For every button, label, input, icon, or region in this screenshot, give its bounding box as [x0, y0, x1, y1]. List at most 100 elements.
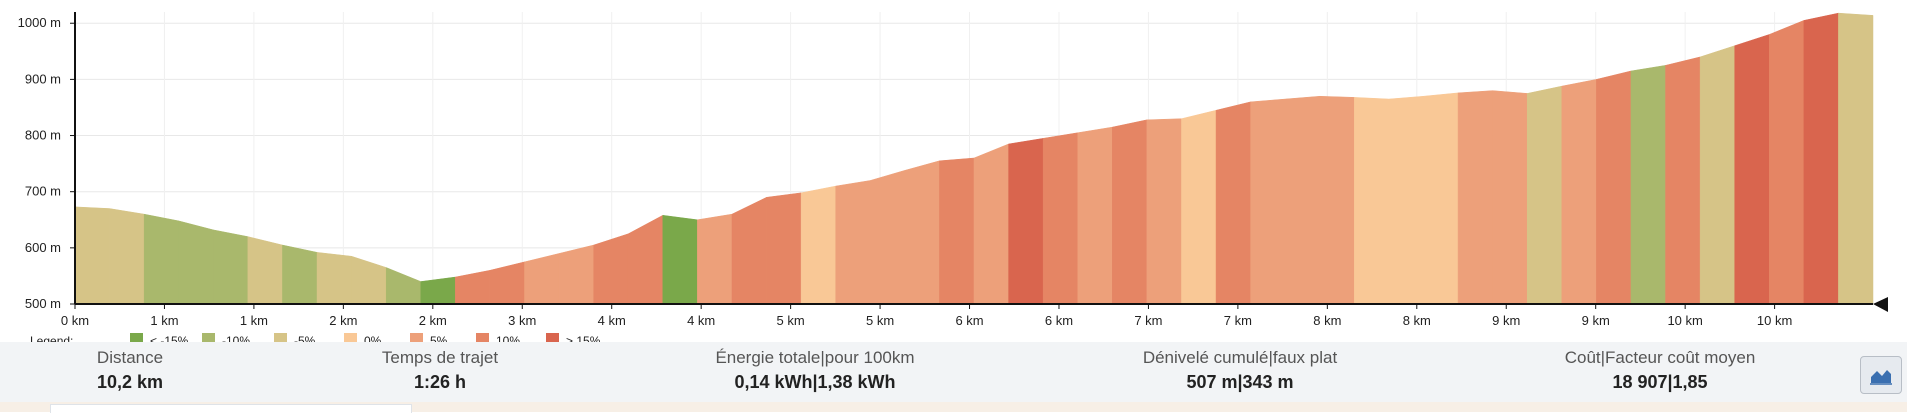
elevation-profile-chart: 1000 m 900 m 800 m 700 m 600 m 500 m 0 km 1 km…	[18, 12, 1888, 342]
elevation-segment	[74, 206, 110, 305]
elevation-segment	[1630, 65, 1666, 305]
y-tick-label: 500 m	[25, 296, 61, 311]
elevation-segment	[1112, 119, 1148, 305]
cost-value: 18 907|1,85	[1612, 372, 1708, 392]
elevation-segment	[1838, 12, 1874, 305]
elevation-segment	[697, 213, 733, 305]
y-axis-ticks: 1000 m 900 m 800 m 700 m 600 m 500 m	[18, 15, 75, 311]
elevation-segment	[1457, 90, 1493, 305]
travel-time-label: Temps de trajet	[381, 348, 499, 367]
x-tick-label: 4 km	[598, 313, 626, 328]
distance-value: 10,2 km	[96, 372, 164, 392]
elevation-chart-toggle-button[interactable]	[1860, 356, 1902, 394]
bottom-panel-strip	[0, 402, 1907, 412]
x-tick-label: 6 km	[1045, 313, 1073, 328]
x-axis-ticks: 0 km 1 km 1 km 2 km 2 km 3 km 4 km 4 km 5 km 5 km…	[61, 304, 1792, 328]
x-tick-label: 1 km	[240, 313, 268, 328]
legend-label: > 15%	[566, 334, 601, 342]
x-tick-label: 8 km	[1403, 313, 1431, 328]
elevation-segment	[973, 143, 1009, 305]
elevation-segment	[1181, 109, 1217, 305]
elevation-segment	[247, 236, 283, 305]
elevation-segment	[1354, 97, 1390, 305]
elevation-segment	[800, 185, 836, 305]
x-tick-label: 2 km	[419, 313, 447, 328]
x-tick-label: 2 km	[329, 313, 357, 328]
elevation-segment	[282, 244, 318, 305]
energy-value: 0,14 kWh|1,38 kWh	[734, 372, 896, 392]
elevation-segment	[835, 180, 871, 305]
chart-axes	[74, 12, 1873, 305]
elevation-segment	[1077, 126, 1113, 305]
legend-swatch	[410, 333, 423, 342]
elevation-segment	[1146, 118, 1182, 305]
x-tick-label: 4 km	[687, 313, 715, 328]
x-tick-label: 10 km	[1757, 313, 1792, 328]
y-tick-label: 700 m	[25, 184, 61, 199]
legend-label: -10%	[222, 334, 250, 342]
elevation-segment	[385, 267, 422, 305]
elevation-gain-value: 507 m|343 m	[1186, 372, 1294, 392]
elevation-segment	[351, 255, 387, 305]
x-tick-label: 1 km	[150, 313, 178, 328]
elevation-segment	[1042, 132, 1078, 305]
legend-swatch	[344, 333, 357, 342]
elevation-segment	[731, 196, 767, 305]
elevation-segment	[662, 214, 698, 305]
area-chart-icon	[1870, 370, 1892, 385]
elevation-segment	[904, 160, 940, 305]
elevation-segment	[213, 229, 249, 305]
elevation-segment	[1388, 95, 1424, 305]
travel-time-stat: Temps de trajet 1:26 h	[360, 348, 520, 393]
energy-stat: Énergie totale|pour 100km 0,14 kWh|1,38 …	[690, 348, 940, 393]
elevation-segment	[766, 192, 802, 305]
x-tick-label: 3 km	[508, 313, 536, 328]
x-tick-label: 5 km	[866, 313, 894, 328]
cost-label: Coût|Facteur coût moyen	[1564, 348, 1756, 367]
energy-label: Énergie totale|pour 100km	[715, 348, 915, 367]
elevation-segment	[1319, 95, 1355, 305]
elevation-gain-label: Dénivelé cumulé|faux plat	[1142, 348, 1338, 367]
elevation-segment	[1215, 101, 1251, 305]
legend-swatch	[202, 333, 215, 342]
bottom-panel-tab[interactable]	[50, 404, 412, 413]
elevation-segment	[1250, 98, 1286, 305]
elevation-segment	[109, 208, 145, 305]
x-tick-label: 6 km	[955, 313, 983, 328]
legend-swatch	[130, 333, 143, 342]
x-tick-label: 8 km	[1313, 313, 1341, 328]
legend-label: -5%	[294, 334, 316, 342]
cost-stat: Coût|Facteur coût moyen 18 907|1,85	[1540, 348, 1780, 393]
legend-swatch	[274, 333, 287, 342]
legend-label: < -15%	[150, 334, 189, 342]
elevation-segment	[939, 157, 975, 305]
elevation-segment	[1769, 20, 1805, 305]
elevation-segment	[1284, 95, 1321, 305]
y-tick-label: 600 m	[25, 240, 61, 255]
legend-label: 5%	[430, 334, 448, 342]
elevation-segment	[1734, 34, 1770, 305]
x-tick-label: 9 km	[1492, 313, 1520, 328]
legend-title: Legend:	[30, 334, 73, 342]
elevation-segment	[1665, 56, 1701, 305]
elevation-segment	[316, 252, 352, 305]
elevation-segment	[1803, 12, 1839, 305]
elevation-segment	[178, 220, 214, 305]
elevation-segment	[1008, 138, 1044, 305]
elevation-segment	[1699, 45, 1735, 305]
chart-legend: Legend: < -15% -10% -5% 0% 5% 10% > 15%	[30, 333, 601, 342]
x-tick-label: 10 km	[1667, 313, 1702, 328]
elevation-gain-stat: Dénivelé cumulé|faux plat 507 m|343 m	[1110, 348, 1370, 393]
elevation-segment	[524, 253, 560, 305]
end-marker-icon	[1873, 297, 1888, 312]
y-tick-label: 1000 m	[18, 15, 61, 30]
elevation-segment	[593, 233, 629, 305]
elevation-area-bands	[74, 12, 1874, 305]
x-tick-label: 5 km	[777, 313, 805, 328]
elevation-segment	[420, 276, 456, 305]
legend-label: 0%	[364, 334, 382, 342]
travel-time-value: 1:26 h	[413, 372, 467, 392]
x-tick-label: 9 km	[1582, 313, 1610, 328]
elevation-segment	[1596, 70, 1632, 305]
distance-stat: Distance 10,2 km	[60, 348, 200, 393]
